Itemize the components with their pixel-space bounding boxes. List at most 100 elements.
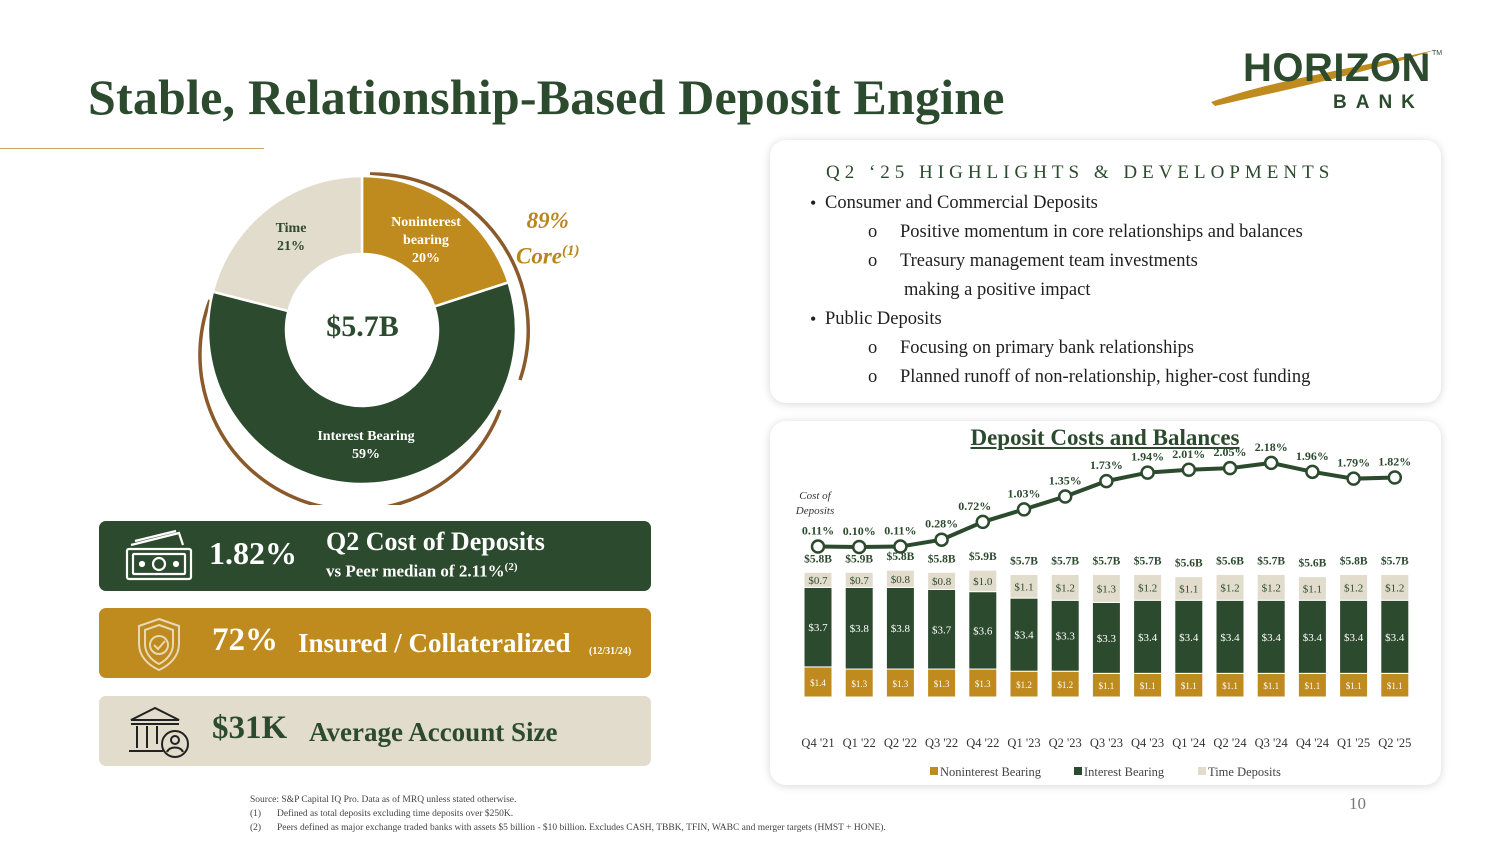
- logo-wordmark: HORIZON: [1243, 46, 1431, 90]
- bar-1-1: [844, 586, 874, 670]
- x-tick-1: Q1 '22: [843, 736, 876, 750]
- bar-total-1: $5.9B: [845, 552, 873, 565]
- donut-accent-ring-left: [198, 299, 502, 505]
- cost-point-11: [1263, 455, 1279, 471]
- bar-1-4: [968, 591, 998, 670]
- bar-label-2-8: $1.2: [1138, 582, 1157, 594]
- bar-label-2-5: $1.1: [1014, 581, 1033, 593]
- bar-label-1-13: $3.4: [1344, 632, 1364, 644]
- cost-point-6: [1057, 489, 1073, 504]
- bar-label-2-3: $0.8: [932, 576, 952, 588]
- horizon-bank-logo: HORIZON TM BANK: [1205, 40, 1455, 120]
- cost-point-8: [1140, 465, 1155, 480]
- highlight-sub-treasury-cont: making a positive impact: [904, 280, 1091, 300]
- bar-total-7: $5.7B: [1093, 554, 1121, 567]
- bar-label-0-14: $1.1: [1387, 681, 1403, 691]
- cost-series-name: Cost of: [799, 490, 832, 502]
- bar-0-2: [885, 668, 915, 698]
- cost-label-7: 1.73%: [1090, 458, 1123, 472]
- bar-1-12: [1297, 599, 1327, 674]
- cost-point-14: [1387, 470, 1403, 485]
- bar-label-1-7: $3.3: [1097, 633, 1117, 645]
- cost-label-13: 1.79%: [1337, 456, 1370, 470]
- title-divider: [0, 148, 264, 149]
- bar-label-1-1: $3.8: [850, 623, 870, 635]
- bar-2-6: [1050, 573, 1080, 601]
- bar-label-1-4: $3.6: [973, 625, 993, 637]
- average-account-label: Average Account Size: [309, 717, 558, 747]
- core-deposits-callout: 89% Core(1): [516, 208, 580, 269]
- bar-total-3: $5.8B: [928, 552, 956, 565]
- deposit-costs-balances-chart: 0.11% 0.10% 0.11% 0.28%0.72% 1.03% 1.35% 1.73%…: [795, 440, 1412, 779]
- highlight-sub-treasury: Treasury management team investments: [900, 251, 1198, 271]
- bar-label-1-11: $3.4: [1262, 632, 1282, 644]
- sub-marker: o: [868, 338, 878, 358]
- x-tick-0: Q4 '21: [801, 736, 834, 750]
- page-number: 10: [1349, 794, 1366, 813]
- highlight-bullet-consumer: Consumer and Commercial Deposits: [825, 193, 1098, 213]
- donut-center-total: $5.7B: [326, 310, 399, 343]
- cost-point-2: [893, 539, 908, 554]
- cost-label-14: 1.82%: [1378, 454, 1411, 468]
- bar-label-1-2: $3.8: [891, 623, 911, 635]
- donut-slice-2: [211, 174, 364, 313]
- bar-total-6: $5.7B: [1051, 554, 1079, 567]
- x-tick-2: Q2 '22: [884, 736, 917, 750]
- cost-label-1: 0.10%: [843, 524, 876, 538]
- bar-2-4: [968, 569, 998, 593]
- x-tick-11: Q3 '24: [1255, 736, 1289, 750]
- cost-label-8: 1.94%: [1131, 450, 1164, 464]
- logo-swoosh-icon: [1211, 50, 1435, 106]
- average-account-stat: $31K Average Account Size: [99, 696, 651, 766]
- bar-label-1-12: $3.4: [1303, 632, 1323, 644]
- highlight-bullet-public: Public Deposits: [825, 309, 942, 329]
- bar-2-9: [1174, 576, 1204, 601]
- cost-of-deposits-value: 1.82%: [209, 535, 297, 571]
- insured-collateralized-stat: 72% Insured / Collateralized (12/31/24): [99, 608, 651, 678]
- bar-label-0-6: $1.2: [1057, 680, 1073, 690]
- bar-1-3: [927, 589, 957, 670]
- cost-point-13: [1346, 471, 1361, 486]
- bar-total-14: $5.7B: [1381, 554, 1409, 567]
- x-tick-3: Q3 '22: [925, 736, 958, 750]
- x-tick-9: Q1 '24: [1172, 736, 1206, 750]
- bar-0-3: [927, 668, 957, 698]
- cost-point-12: [1305, 464, 1320, 480]
- bar-2-5: [1009, 573, 1039, 599]
- cost-of-deposits-label: Q2 Cost of Deposits: [326, 527, 545, 556]
- cost-label-2: 0.11%: [884, 524, 916, 538]
- bar-2-8: [1133, 573, 1163, 601]
- bar-total-10: $5.6B: [1216, 554, 1244, 567]
- bar-1-0: [803, 586, 833, 668]
- bar-label-2-2: $0.8: [891, 574, 911, 586]
- bar-label-2-12: $1.1: [1303, 583, 1322, 595]
- bar-label-1-3: $3.7: [932, 624, 952, 636]
- bar-label-2-13: $1.2: [1344, 582, 1363, 594]
- cost-label-5: 1.03%: [1008, 486, 1041, 500]
- segment-label-time: Time 21%: [275, 221, 307, 254]
- bar-label-0-8: $1.1: [1140, 681, 1156, 691]
- bar-1-2: [885, 586, 915, 670]
- bar-label-0-11: $1.1: [1263, 681, 1279, 691]
- donut-slice-1: [206, 280, 518, 486]
- bar-label-2-1: $0.7: [850, 575, 870, 587]
- segment-label-interest: Interest Bearing 59%: [317, 429, 415, 462]
- bar-label-2-14: $1.2: [1385, 582, 1404, 594]
- bar-2-3: [927, 571, 957, 591]
- bar-label-2-0: $0.7: [808, 575, 828, 587]
- bar-total-9: $5.6B: [1175, 557, 1203, 570]
- footnotes: Source: S&P Capital IQ Pro. Data as of M…: [250, 793, 886, 835]
- bar-0-5: [1009, 670, 1039, 698]
- footnote-source: Source: S&P Capital IQ Pro. Data as of M…: [250, 795, 517, 805]
- highlight-sub-primary: Focusing on primary bank relationships: [900, 338, 1194, 358]
- insured-label: Insured / Collateralized: [298, 628, 571, 658]
- bar-0-1: [844, 668, 874, 698]
- bar-label-0-4: $1.3: [975, 679, 991, 689]
- bar-2-13: [1339, 573, 1369, 601]
- sub-marker: o: [868, 367, 878, 387]
- bar-label-1-0: $3.7: [808, 622, 828, 634]
- bar-total-5: $5.7B: [1010, 554, 1038, 567]
- bar-2-0: [803, 571, 833, 588]
- x-tick-14: Q2 '25: [1378, 736, 1411, 750]
- highlights-card: Q2 ‘25 HIGHLIGHTS & DEVELOPMENTS • Consu…: [770, 140, 1441, 403]
